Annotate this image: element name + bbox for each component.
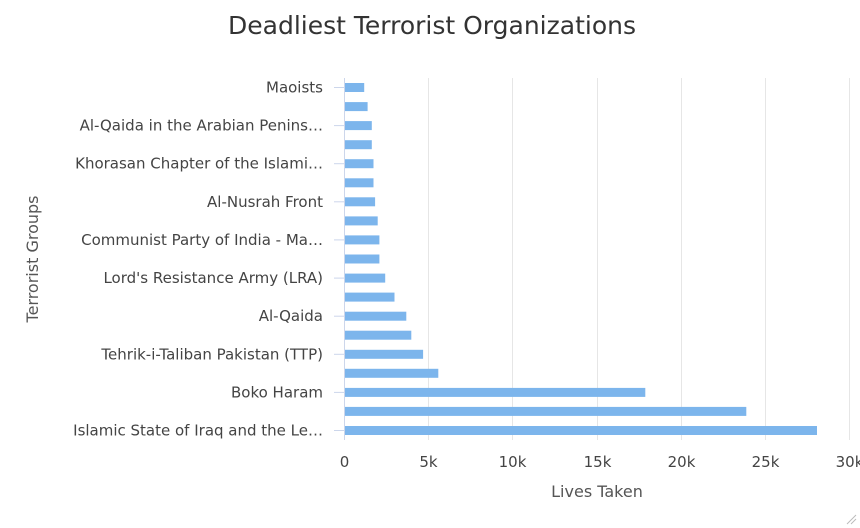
bar[interactable] [345, 140, 372, 150]
bar[interactable] [345, 426, 817, 435]
bar[interactable] [345, 292, 395, 302]
gridlines [428, 78, 850, 440]
x-tick-label: 15k [584, 453, 612, 471]
y-tick-label: Al-Nusrah Front [207, 193, 323, 211]
x-tick-label: 25k [752, 453, 780, 471]
bar[interactable] [345, 349, 424, 359]
bar[interactable] [345, 102, 368, 112]
y-tick-label: Lord's Resistance Army (LRA) [103, 269, 323, 287]
x-axis: 0 5k 10k 15k 20k 25k 30k [340, 453, 860, 471]
x-tick-label: 0 [340, 453, 350, 471]
resize-grip-icon[interactable] [846, 514, 857, 525]
y-tick-label: Tehrik-i-Taliban Pakistan (TTP) [100, 345, 323, 363]
y-tick-label: Boko Haram [231, 383, 323, 401]
bar-series [345, 83, 817, 435]
y-tick-label: Al-Qaida in the Arabian Penins… [80, 117, 323, 135]
y-axis: Maoists Al-Qaida in the Arabian Penins… Kh… [73, 78, 345, 440]
x-tick-label: 30k [836, 453, 860, 471]
x-tick-label: 5k [419, 453, 438, 471]
bar[interactable] [345, 178, 374, 188]
bar[interactable] [345, 368, 439, 378]
bar[interactable] [345, 387, 646, 397]
bar[interactable] [345, 197, 376, 207]
y-tick-label: Maoists [266, 79, 323, 97]
x-tick-label: 10k [499, 453, 527, 471]
bar[interactable] [345, 83, 365, 92]
bar[interactable] [345, 330, 412, 340]
bar[interactable] [345, 406, 747, 416]
chart-title: Deadliest Terrorist Organizations [228, 11, 636, 40]
bar[interactable] [345, 121, 372, 131]
y-tick-label: Khorasan Chapter of the Islami… [75, 155, 323, 173]
bar[interactable] [345, 254, 380, 264]
x-tick-label: 20k [668, 453, 696, 471]
x-axis-title: Lives Taken [551, 482, 643, 501]
y-tick-label: Communist Party of India - Ma… [81, 231, 323, 249]
bar[interactable] [345, 159, 374, 169]
bar[interactable] [345, 311, 407, 321]
y-axis-title: Terrorist Groups [23, 196, 42, 324]
bar[interactable] [345, 273, 386, 283]
bar[interactable] [345, 235, 380, 245]
y-tick-label: Islamic State of Iraq and the Le… [73, 422, 323, 440]
bar[interactable] [345, 216, 378, 226]
y-tick-label: Al-Qaida [259, 307, 323, 325]
